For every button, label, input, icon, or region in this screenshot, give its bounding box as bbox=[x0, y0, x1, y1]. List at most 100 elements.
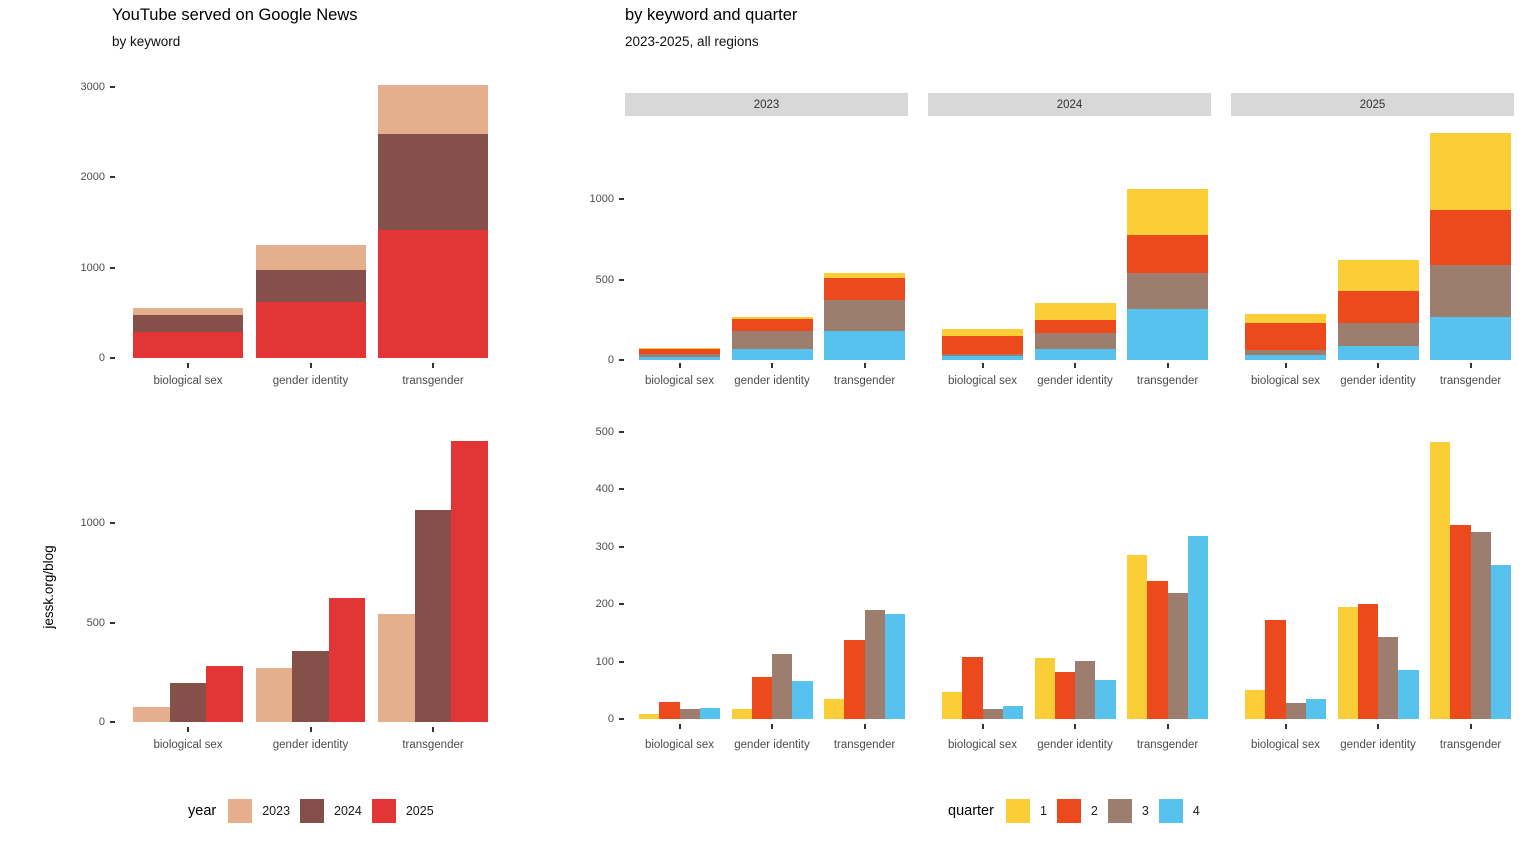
x-axis-category-label: biological sex bbox=[1250, 739, 1321, 751]
legend-label-q3: 3 bbox=[1141, 804, 1149, 818]
bar-segment bbox=[824, 272, 905, 278]
bar-segment bbox=[1127, 189, 1208, 235]
y-axis-tick-label: 200 bbox=[595, 598, 614, 611]
legend-label-q1: 1 bbox=[1039, 804, 1047, 818]
quarter-legend: quarter 1 2 3 4 bbox=[948, 797, 1200, 825]
x-axis-tick-mark bbox=[863, 363, 866, 368]
bar-segment bbox=[378, 134, 488, 231]
y-axis-tick-label: 500 bbox=[595, 425, 614, 438]
bar-segment bbox=[378, 230, 488, 358]
bar-segment bbox=[942, 328, 1023, 337]
y-axis-tick-mark bbox=[110, 176, 115, 179]
y-axis-tick-mark bbox=[619, 359, 624, 361]
bar-segment bbox=[1430, 132, 1511, 211]
x-axis-category-label: gender identity bbox=[1037, 739, 1113, 751]
x-axis-tick-mark bbox=[1284, 363, 1287, 368]
bar-segment bbox=[699, 707, 720, 719]
y-axis-tick-mark bbox=[619, 430, 624, 433]
bar-segment bbox=[206, 665, 243, 722]
legend-label-2025: 2025 bbox=[405, 804, 434, 818]
bar-segment bbox=[255, 668, 293, 722]
bar-segment bbox=[679, 708, 700, 719]
bar-segment bbox=[1054, 672, 1075, 719]
bar-segment bbox=[1147, 581, 1168, 719]
bar-segment bbox=[1285, 703, 1306, 719]
bar-segment bbox=[751, 677, 772, 719]
x-axis-tick-mark bbox=[678, 724, 681, 729]
y-axis-tick-mark bbox=[110, 522, 115, 524]
bar-segment bbox=[1034, 349, 1116, 360]
x-axis-category-label: biological sex bbox=[947, 739, 1018, 751]
x-axis-category-label: transgender bbox=[1136, 375, 1199, 387]
bar-segment bbox=[1337, 259, 1419, 292]
bar-segment bbox=[942, 691, 963, 719]
facet-strip-label: 2024 bbox=[1056, 98, 1083, 111]
right-chart-title: by keyword and quarter bbox=[625, 6, 798, 24]
bar-segment bbox=[1337, 346, 1419, 360]
x-axis-tick-mark bbox=[771, 724, 773, 729]
bar-segment bbox=[133, 332, 243, 358]
bar-segment bbox=[1430, 316, 1511, 360]
bar-segment bbox=[1378, 636, 1399, 719]
x-axis-tick-mark bbox=[1074, 363, 1076, 368]
bar-segment bbox=[133, 307, 243, 315]
bar-segment bbox=[864, 609, 885, 719]
legend-label-2024: 2024 bbox=[334, 804, 362, 818]
facet-strip-label: 2025 bbox=[1359, 98, 1386, 111]
x-axis-category-label: transgender bbox=[1439, 739, 1502, 751]
bar-segment bbox=[1357, 604, 1378, 719]
y-axis-tick-mark bbox=[619, 718, 624, 720]
bar-segment bbox=[731, 349, 813, 360]
bar-segment bbox=[1337, 606, 1358, 719]
bar-segment bbox=[1430, 441, 1451, 719]
x-axis-category-label: gender identity bbox=[272, 739, 349, 751]
bar-segment bbox=[639, 353, 720, 357]
bar-segment bbox=[824, 699, 845, 719]
y-axis-tick-label: 400 bbox=[595, 483, 614, 496]
bar-segment bbox=[792, 680, 813, 719]
bar-segment bbox=[1245, 690, 1266, 719]
bar-segment bbox=[731, 709, 752, 719]
bar-segment bbox=[169, 683, 207, 722]
legend-label-q2: 2 bbox=[1090, 804, 1098, 818]
y-axis-tick-mark bbox=[110, 721, 115, 723]
bar-segment bbox=[1305, 699, 1326, 719]
x-axis-category-label: gender identity bbox=[734, 375, 810, 387]
bar-segment bbox=[942, 353, 1023, 357]
x-axis-category-label: transgender bbox=[1136, 739, 1199, 751]
bar-segment bbox=[255, 269, 366, 302]
x-axis-category-label: transgender bbox=[1439, 375, 1502, 387]
facet-strip-2024: 2024 bbox=[928, 93, 1211, 116]
y-axis-tick-mark bbox=[619, 488, 624, 491]
bar-segment bbox=[1490, 565, 1511, 719]
x-axis-tick-mark bbox=[309, 363, 312, 368]
bar-segment bbox=[1430, 210, 1511, 265]
legend-label-q4: 4 bbox=[1192, 804, 1200, 818]
legend-swatch-q2 bbox=[1056, 799, 1081, 823]
x-axis-tick-mark bbox=[1469, 724, 1472, 729]
bar-segment bbox=[1167, 592, 1188, 719]
y-axis-tick-label: 2000 bbox=[80, 171, 105, 184]
bar-segment bbox=[639, 347, 720, 350]
bar-segment bbox=[824, 300, 905, 331]
y-axis-tick-label: 100 bbox=[595, 655, 614, 668]
x-axis-category-label: biological sex bbox=[153, 739, 223, 751]
x-axis-category-label: biological sex bbox=[644, 739, 715, 751]
y-axis-tick-mark bbox=[619, 545, 624, 548]
y-axis-tick-label: 1000 bbox=[589, 193, 614, 206]
bar-segment bbox=[1075, 660, 1096, 719]
y-axis-tick-mark bbox=[619, 603, 624, 606]
x-axis-tick-mark bbox=[863, 724, 866, 729]
bar-segment bbox=[1337, 323, 1419, 347]
y-axis-tick-mark bbox=[619, 278, 624, 281]
x-axis-category-label: transgender bbox=[402, 375, 464, 387]
bar-segment bbox=[731, 331, 813, 350]
bar-segment bbox=[451, 440, 488, 722]
bar-segment bbox=[962, 656, 983, 719]
x-axis-tick-mark bbox=[432, 363, 434, 368]
x-axis-tick-mark bbox=[1284, 724, 1287, 729]
bar-segment bbox=[942, 356, 1023, 360]
bar-segment bbox=[1245, 322, 1326, 351]
